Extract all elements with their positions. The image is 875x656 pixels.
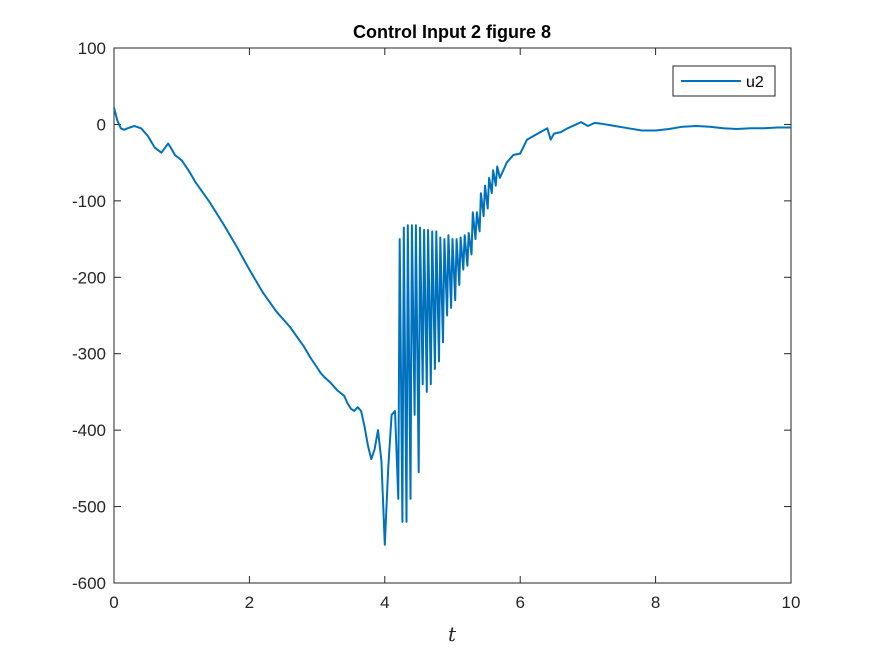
- y-tick-label--500: -500: [72, 498, 106, 517]
- x-tick-label-8: 8: [651, 593, 660, 612]
- plot-area: [113, 47, 792, 584]
- x-axis-ticks: 0 2 4 6 8 10: [109, 48, 800, 612]
- y-tick-label--400: -400: [72, 421, 106, 440]
- chart-title: Control Input 2 figure 8: [353, 22, 551, 42]
- y-tick-label--100: -100: [72, 192, 106, 211]
- series-line-u2: [113, 107, 791, 546]
- y-tick-label-100: 100: [78, 39, 106, 58]
- x-tick-label-6: 6: [515, 593, 524, 612]
- y-tick-label--200: -200: [72, 268, 106, 287]
- x-tick-label-0: 0: [109, 593, 118, 612]
- y-tick-label--600: -600: [72, 574, 106, 593]
- legend: u2: [672, 65, 776, 97]
- x-tick-label-10: 10: [782, 593, 801, 612]
- y-tick-label--300: -300: [72, 345, 106, 364]
- series-layer: [113, 107, 791, 546]
- x-tick-label-4: 4: [380, 593, 389, 612]
- x-axis-label: t: [448, 622, 457, 646]
- legend-label-u2: u2: [746, 74, 764, 91]
- x-tick-label-2: 2: [245, 593, 254, 612]
- y-tick-label-0: 0: [97, 115, 106, 134]
